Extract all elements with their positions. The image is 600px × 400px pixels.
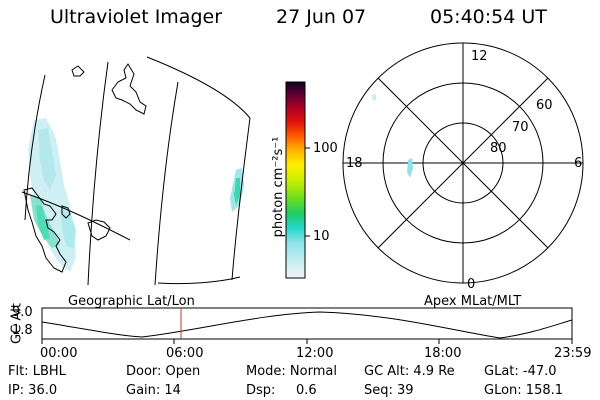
timeline-ytick-9: 9.0 [12, 305, 33, 320]
mlt-label-18: 18 [346, 156, 363, 171]
apex-label: Apex MLat/MLT [424, 294, 522, 309]
seq-value: Seq: 39 [364, 383, 414, 398]
coastlines [23, 63, 147, 273]
colorbar-tick-10: 10 [313, 229, 330, 244]
timeline-xtick-1800: 18:00 [424, 346, 462, 361]
instrument-title: Ultraviolet Imager [50, 6, 223, 28]
mlt-label-6: 6 [574, 156, 583, 171]
door-value: Door: Open [126, 364, 201, 379]
date-label: 27 Jun 07 [276, 6, 367, 28]
dsp-value: 0.6 [296, 383, 317, 398]
filter-value: Flt: LBHL [8, 364, 66, 379]
map-grid [21, 56, 251, 286]
mlt-label-12: 12 [471, 49, 488, 64]
timeline-xtick-2359: 23:59 [554, 346, 592, 361]
timeline-xtick-0000: 00:00 [40, 346, 78, 361]
gc-alt-value: GC Alt: 4.9 Re [364, 364, 455, 379]
mlt-label-0: 0 [467, 277, 476, 292]
gain-value: Gain: 14 [126, 383, 181, 398]
emission-right [230, 168, 244, 212]
timeline-xtick-1200: 12:00 [296, 346, 334, 361]
glat-value: GLat: -47.0 [484, 364, 557, 379]
lat-label-60: 60 [536, 98, 553, 113]
dsp-label: Dsp: [246, 383, 276, 398]
timeline-ytick-1-8: 1.8 [12, 323, 33, 338]
mode-value: Mode: Normal [246, 364, 337, 379]
timeline-xtick-0600: 06:00 [166, 346, 204, 361]
emission-left [28, 118, 76, 272]
lat-label-70: 70 [512, 120, 529, 135]
ip-value: IP: 36.0 [8, 383, 58, 398]
geographic-label: Geographic Lat/Lon [68, 294, 195, 309]
lat-label-80: 80 [490, 141, 507, 156]
time-label: 05:40:54 UT [430, 6, 547, 28]
glon-value: GLon: 158.1 [484, 383, 564, 398]
colorbar-tick-100: 100 [313, 141, 338, 156]
